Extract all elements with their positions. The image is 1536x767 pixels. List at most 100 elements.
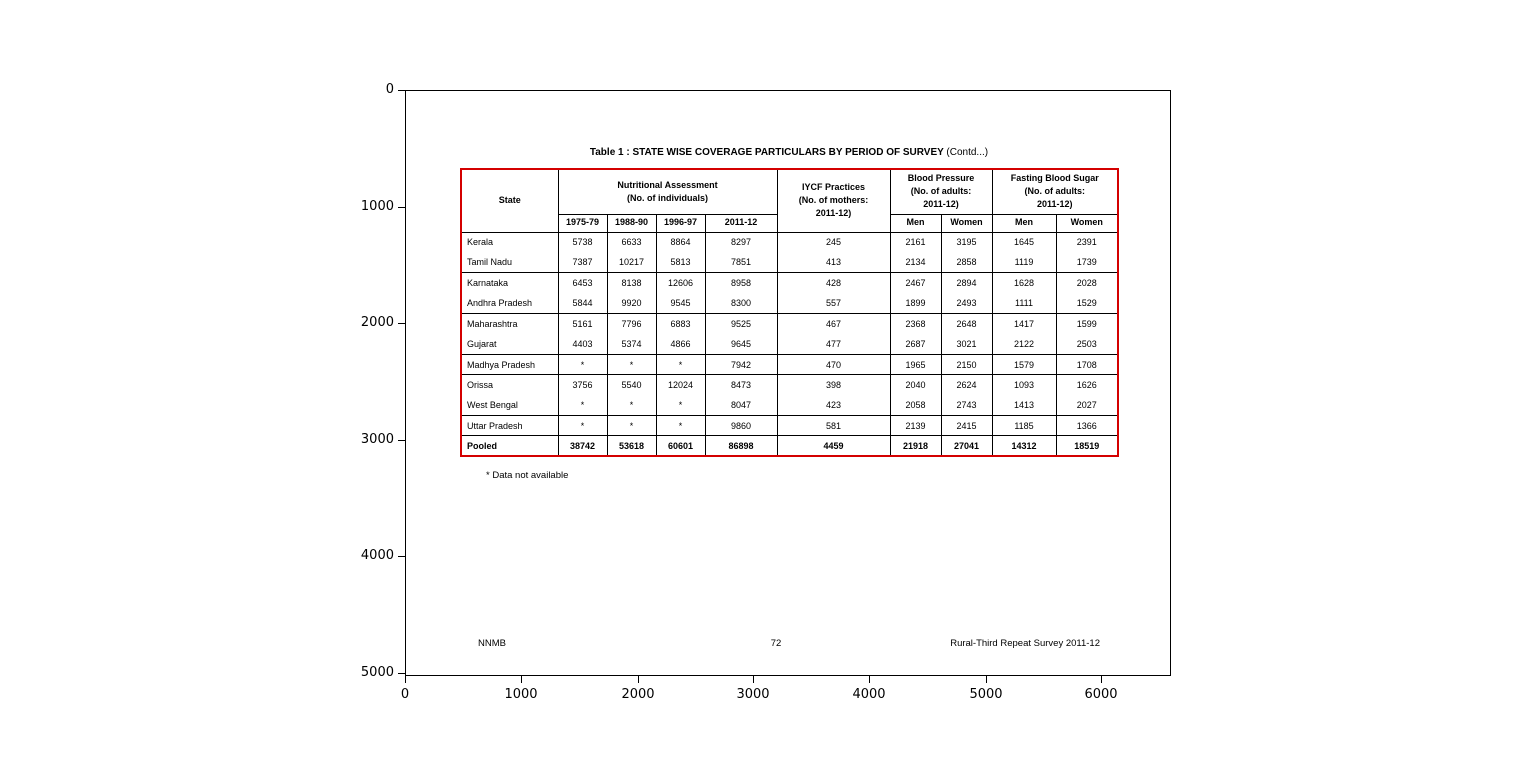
value-cell: 2134 [889,252,942,274]
value-cell: * [606,415,657,437]
header-line: 2011-12) [1037,199,1073,210]
value-cell: 557 [776,293,891,315]
value-cell: 1093 [991,374,1057,396]
x-axis-tick-label: 4000 [852,687,886,702]
y-axis-tick-mark [398,556,405,557]
value-cell: 18519 [1055,435,1119,457]
table-row: Kerala 5738 6633 8864 8297 245 2161 3195 1645 239… [460,232,1119,253]
x-axis-tick-label: 6000 [1084,687,1118,702]
x-axis-tick-label: 3000 [736,687,770,702]
header-line: (No. of mothers: [798,195,869,206]
header-line: (No. of adults: [1024,186,1086,197]
y-axis-tick-label: 0 [385,82,394,97]
value-cell: 245 [776,232,891,253]
value-cell: 2415 [940,415,993,437]
header-line: IYCF Practices [802,182,866,193]
value-cell: * [655,395,706,417]
table-row: Uttar Pradesh * * * 9860 581 2139 2415 1185 1366 [460,415,1119,437]
footer-survey: Rural-Third Repeat Survey 2011-12 [950,638,1100,649]
y-axis-tick-label: 4000 [360,548,394,563]
value-cell: 6453 [557,272,608,294]
value-cell: 8297 [704,232,778,253]
col-header-state: State [460,168,559,233]
value-cell: 1626 [1055,374,1119,396]
value-cell: 38742 [557,435,608,457]
value-cell: * [606,354,657,376]
value-cell: 2467 [889,272,942,294]
value-cell: 1599 [1055,313,1119,334]
value-cell: * [557,354,608,376]
y-axis-tick-mark [398,440,405,441]
value-cell: 4866 [655,333,706,355]
value-cell: 5738 [557,232,608,253]
y-axis-tick-label: 2000 [360,315,394,330]
value-cell: * [557,395,608,417]
col-header-year: 1996-97 [655,213,706,233]
x-axis-tick-label: 2000 [621,687,655,702]
state-cell: Andhra Pradesh [460,293,559,315]
page-footer: NNMB 72 Rural-Third Repeat Survey 2011-1… [406,638,1170,652]
value-cell: 2058 [889,395,942,417]
value-cell: 86898 [704,435,778,457]
value-cell: 2139 [889,415,942,437]
value-cell: 2687 [889,333,942,355]
state-cell: Maharashtra [460,313,559,334]
value-cell: 1965 [889,354,942,376]
value-cell: 1366 [1055,415,1119,437]
value-cell: 1899 [889,293,942,315]
table-row: Andhra Pradesh 5844 9920 9545 8300 557 1899 249… [460,293,1119,315]
state-cell: Orissa [460,374,559,396]
value-cell: * [655,415,706,437]
x-axis-tick-label: 0 [400,687,410,702]
table-row: Karnataka 6453 8138 12606 8958 428 2467 2894 162… [460,272,1119,294]
value-cell: 2027 [1055,395,1119,417]
value-cell: 1628 [991,272,1057,294]
value-cell: 27041 [940,435,993,457]
col-header-year: 2011-12 [704,213,778,233]
x-axis-tick-label: 1000 [504,687,538,702]
value-cell: 477 [776,333,891,355]
table-row: Pooled 38742 53618 60601 86898 4459 21918 27041… [460,435,1119,457]
value-cell: 9525 [704,313,778,334]
header-line: Nutritional Assessment [617,179,718,190]
state-cell: Kerala [460,232,559,253]
value-cell: 8300 [704,293,778,315]
value-cell: 2743 [940,395,993,417]
value-cell: 470 [776,354,891,376]
state-cell: Gujarat [460,333,559,355]
value-cell: 8958 [704,272,778,294]
value-cell: 5374 [606,333,657,355]
value-cell: 398 [776,374,891,396]
value-cell: * [606,395,657,417]
value-cell: 14312 [991,435,1057,457]
value-cell: 1111 [991,293,1057,315]
header-row-sub: 1975-79 1988-90 1996-97 2011-12 Men Wome… [461,213,1119,233]
col-header-nutritional: Nutritional Assessment (No. of individua… [557,168,778,215]
plot-area: Table 1 : STATE WISE COVERAGE PARTICULAR… [405,90,1171,676]
value-cell: 2040 [889,374,942,396]
header-line: Fasting Blood Sugar [1010,173,1099,184]
header-line: 2011-12) [815,208,852,219]
state-cell: West Bengal [460,395,559,417]
value-cell: 1645 [991,232,1057,253]
x-axis-tick-mark [638,676,639,683]
value-cell: 1119 [991,252,1057,274]
x-axis-tick-mark [986,676,987,683]
header-line: 2011-12) [923,199,959,210]
col-header-fbs-women: Women [1055,213,1119,233]
x-axis-tick-mark [753,676,754,683]
value-cell: 1185 [991,415,1057,437]
table-title-text: Table 1 : STATE WISE COVERAGE PARTICULAR… [589,147,944,158]
value-cell: 60601 [655,435,706,457]
value-cell: 1579 [991,354,1057,376]
value-cell: 2391 [1055,232,1119,253]
header-line: (No. of individuals) [627,192,708,203]
table-title: Table 1 : STATE WISE COVERAGE PARTICULAR… [460,147,1118,158]
value-cell: 1739 [1055,252,1119,274]
value-cell: 2028 [1055,272,1119,294]
value-cell: 12024 [655,374,706,396]
value-cell: 1529 [1055,293,1119,315]
value-cell: 1417 [991,313,1057,334]
value-cell: 2368 [889,313,942,334]
value-cell: 4403 [557,333,608,355]
